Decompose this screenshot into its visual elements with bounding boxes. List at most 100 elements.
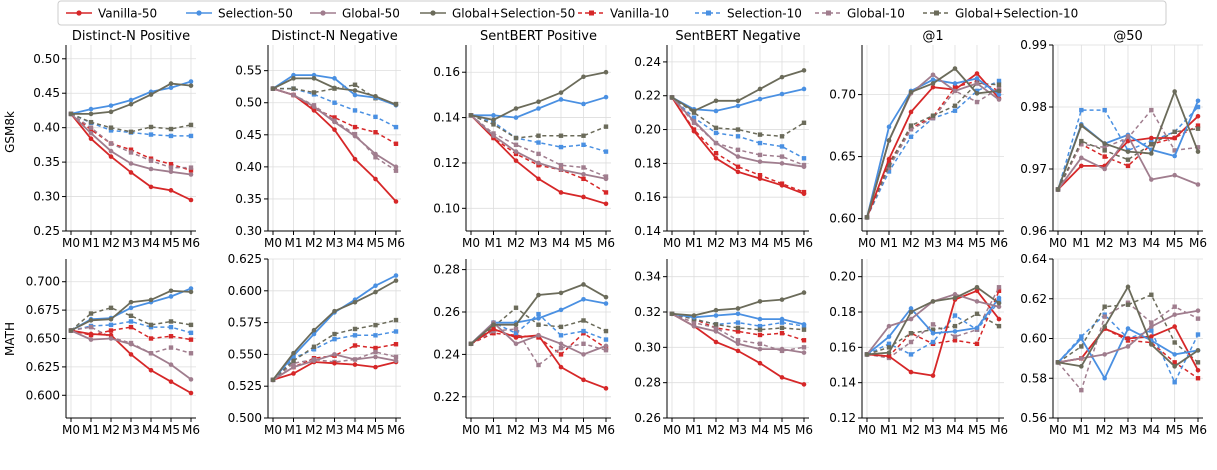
row-label-gsm8k: GSM8k [3,111,17,153]
data-point [373,289,378,295]
data-point [713,307,719,313]
series-selection-50 [864,295,1002,357]
legend-item-global-10: Global-10 [815,7,905,21]
data-point [603,328,609,334]
x-tick-label: M4 [751,236,769,250]
data-point [352,362,358,367]
series-global-plus-selection-50 [864,66,1002,220]
data-point [128,161,134,166]
data-point [1079,142,1084,147]
data-point [1125,336,1131,341]
data-point [513,142,519,148]
legend-label: Selection-50 [218,7,293,21]
x-tick-label: M6 [795,236,813,250]
data-point [352,299,358,305]
data-point [974,325,980,331]
data-point [779,375,785,380]
data-point [908,123,914,128]
data-point [801,191,807,197]
x-tick-label: M3 [326,236,344,250]
data-point [148,368,154,373]
data-point [1172,312,1177,317]
x-tick-label: M3 [530,423,548,437]
data-point [1079,107,1084,113]
data-point [491,322,496,328]
x-tick-label: M0 [1049,423,1067,437]
x-tick-label: M4 [552,423,570,437]
x-tick-label: M4 [946,423,964,437]
data-point [311,90,317,95]
data-point [108,154,114,159]
data-point [974,288,980,294]
data-point [735,329,741,334]
data-point [581,176,586,182]
y-tick-label: 0.16 [634,190,661,204]
data-point [1149,328,1154,333]
data-point [1195,348,1201,353]
data-point [1102,154,1107,159]
data-point [603,94,609,100]
data-point [270,377,276,383]
data-point [952,313,958,318]
data-point [581,171,586,177]
data-point [491,117,496,123]
y-tick-label: 0.12 [829,411,856,425]
data-point [188,79,194,84]
data-point [108,128,114,133]
data-point [974,76,980,81]
x-tick-label: M4 [751,423,769,437]
x-tick-label: M5 [367,423,385,437]
data-point [713,313,719,318]
data-point [996,295,1002,301]
data-point [373,114,378,120]
data-point [757,299,763,304]
data-point [996,288,1002,293]
y-tick-label: 0.675 [26,303,60,317]
data-point [128,299,134,305]
y-tick-label: 0.24 [433,347,460,361]
data-point [128,324,134,330]
data-point [128,97,134,103]
data-point [88,311,94,316]
data-point [188,197,194,203]
data-point [691,115,697,120]
x-tick-label: M5 [773,423,791,437]
data-point [291,92,296,98]
data-point [1079,387,1084,393]
y-tick-label: 0.35 [33,155,60,169]
y-tick-label: 0.45 [33,86,60,100]
data-point [908,309,914,315]
x-tick-label: M3 [326,423,344,437]
data-point [735,164,741,169]
data-point [779,161,785,166]
data-point [536,160,541,166]
data-point [930,115,936,121]
y-tick-label: 0.525 [228,379,262,393]
data-point [1102,141,1107,146]
data-point [886,323,892,329]
data-point [148,336,154,341]
panel-title: Distinct-N Positive [72,29,190,44]
data-point [393,342,399,347]
x-tick-label: M0 [264,236,282,250]
chart-panel-11: M0 M1 M2 M3 M4 M5 M6 0.12 0.14 0.16 0.18 0.20 [829,259,1008,437]
data-point [168,169,174,175]
data-point [735,348,741,354]
data-point [801,290,807,295]
data-point [373,283,378,289]
data-point [779,183,785,188]
y-tick-label: 0.600 [228,284,262,298]
data-point [908,89,914,95]
chart-panel-8: M0 M1 M2 M3 M4 M5 M6 0.500 0.525 0.550 0.575 0.600 0… [228,252,405,437]
x-tick-label: M5 [1166,423,1184,437]
y-tick-label: 0.16 [433,65,460,79]
data-point [332,100,337,105]
data-point [1172,360,1177,365]
data-point [168,81,174,86]
data-point [128,313,134,318]
x-tick-label: M2 [305,423,323,437]
data-point [291,356,296,361]
data-point [291,364,296,370]
x-tick-label: M4 [1142,423,1160,437]
